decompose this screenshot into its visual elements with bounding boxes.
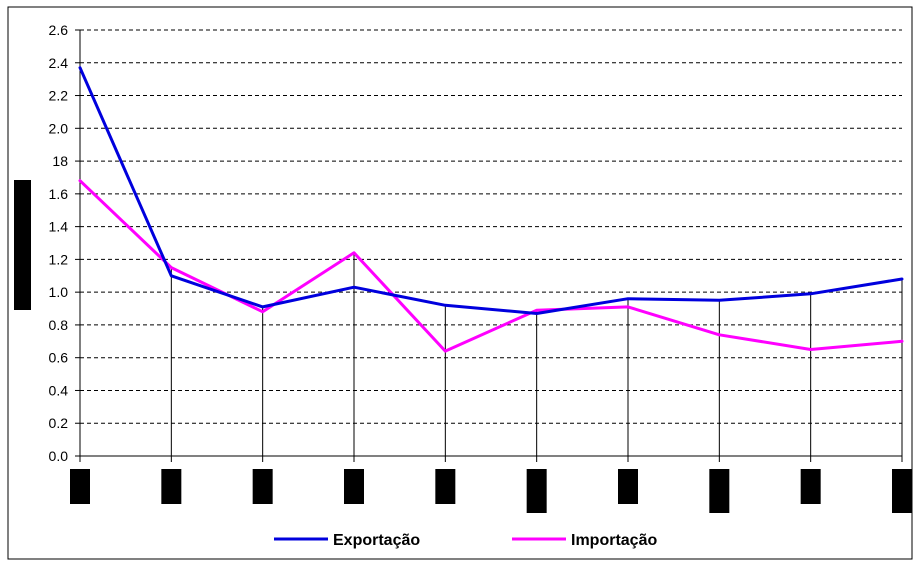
- x-category-label-redacted: [892, 469, 912, 513]
- y-tick-label: 18: [52, 153, 68, 169]
- y-tick-label: 0.0: [49, 448, 69, 464]
- axes: [79, 30, 902, 457]
- x-category-label-redacted: [709, 469, 730, 513]
- y-tick-label: 2.0: [49, 120, 69, 136]
- y-tick-label: 1.6: [49, 186, 69, 202]
- x-category-label-redacted: [800, 469, 821, 504]
- y-tick-label: 0.8: [49, 317, 69, 333]
- y-tick-label: 0.6: [49, 350, 69, 366]
- legend-label-importacao: Importação: [571, 532, 657, 549]
- x-category-label-redacted: [526, 469, 547, 513]
- drop-lines: [170, 252, 903, 456]
- series-line: [78, 179, 904, 353]
- x-category-label-redacted: [252, 469, 273, 504]
- gridlines: [80, 29, 902, 424]
- y-tick-label: 2.2: [49, 88, 69, 104]
- x-category-labels-redacted: [70, 456, 912, 513]
- y-tick-label: 1.2: [49, 251, 69, 267]
- y-tick-label: 2.6: [49, 22, 69, 38]
- x-category-label-redacted: [70, 469, 90, 504]
- y-tick-label: 1.4: [49, 219, 69, 235]
- y-tick-label: 2.4: [49, 55, 69, 71]
- x-category-label-redacted: [161, 469, 182, 504]
- x-category-label-redacted: [618, 469, 638, 504]
- y-tick-label: 0.4: [49, 382, 69, 398]
- x-category-label-redacted: [344, 469, 364, 504]
- series-lines: [78, 66, 904, 353]
- series-line: [78, 66, 904, 315]
- y-axis-ticks: 0.0 0.2 0.4 0.6 0.8 1.0 1.2 1.4 1.6 18 2.0 2.2 2.4 2.…: [49, 22, 80, 464]
- y-tick-label: 0.2: [49, 415, 69, 431]
- y-axis-title-redacted: [14, 180, 31, 310]
- x-category-label-redacted: [435, 469, 456, 504]
- chart-frame: [7, 6, 913, 560]
- y-tick-label: 1.0: [49, 284, 69, 300]
- legend: Exportação Importação: [274, 532, 657, 549]
- legend-label-exportacao: Exportação: [333, 532, 420, 549]
